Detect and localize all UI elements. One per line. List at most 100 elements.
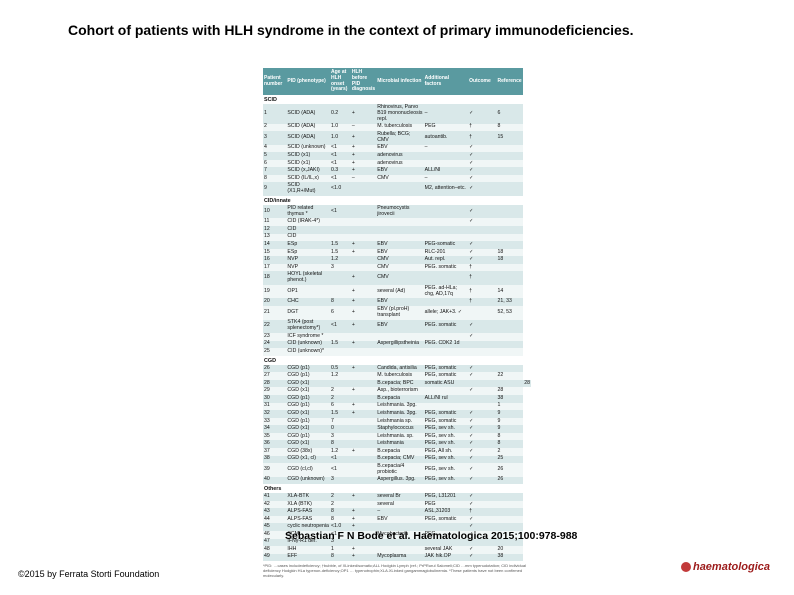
cell: – xyxy=(351,175,376,183)
cell: 0 xyxy=(330,425,351,433)
cell: 28 xyxy=(496,387,523,395)
cell: 8 xyxy=(496,124,523,132)
cell xyxy=(330,271,351,285)
cell: + xyxy=(351,131,376,145)
cohort-table-container: Patient numberPID (phenotype)Age at HLH … xyxy=(263,68,531,579)
cell: 8 xyxy=(330,508,351,516)
col-header: Outcome xyxy=(468,68,496,95)
cell: 1 xyxy=(263,104,286,124)
cell xyxy=(351,372,376,380)
cell: CGD (x1) xyxy=(286,425,330,433)
cell: 1 xyxy=(496,403,523,411)
cell xyxy=(351,418,376,426)
cell xyxy=(468,306,496,320)
table-row: 19OP1+several (Ad)PEG. ad-HLa; chg, AD,1… xyxy=(263,285,531,299)
cell: Leishmania. 3pg. xyxy=(376,410,423,418)
cell: PEG, sev sh. xyxy=(424,440,468,448)
cell: 40 xyxy=(263,477,286,485)
cell xyxy=(496,160,523,168)
table-row: 39CGD (cl,cl)<1B.cepacia/4 probioticPEG,… xyxy=(263,463,531,477)
cell: ALPS-FAS xyxy=(286,508,330,516)
cell xyxy=(496,182,523,196)
table-row: 43ALPS-FAS8+–ASL,31203† xyxy=(263,508,531,516)
cell: 36 xyxy=(263,440,286,448)
logo-text: haematologica xyxy=(693,561,770,573)
cell: + xyxy=(351,365,376,373)
cell: PEG, sev sh. xyxy=(424,477,468,485)
cell xyxy=(351,348,376,356)
cell: PEG, L31201 xyxy=(424,493,468,501)
table-row: 22STK4 (post splenectomy*)<1+EBVPEG. som… xyxy=(263,320,531,334)
cell: somatic ASU xyxy=(424,380,468,388)
table-row: 9SCID (X1,R+/Mut)<1.0M2, attention–etc.✓ xyxy=(263,182,531,196)
cell: ✓ xyxy=(468,501,496,509)
cell: CGD (p1) xyxy=(286,372,330,380)
cell: 14 xyxy=(263,241,286,249)
cell: + xyxy=(351,448,376,456)
cell: ESp xyxy=(286,241,330,249)
cell: Rhinovirus, Parvo B19 mononucleosis repl… xyxy=(376,104,423,124)
cell: 7 xyxy=(263,167,286,175)
cell: ✓ xyxy=(468,182,496,196)
cell: EBV xyxy=(376,516,423,524)
cell xyxy=(496,333,523,341)
cell: † xyxy=(468,124,496,132)
cell: M2, attention–etc. xyxy=(424,182,468,196)
cell: PEG. ad-HLa; chg, AD,17q xyxy=(424,285,468,299)
col-header: Age at HLH onset (years) xyxy=(330,68,351,95)
table-header: Patient numberPID (phenotype)Age at HLH … xyxy=(263,68,531,95)
cell: + xyxy=(351,271,376,285)
cell: EBV (pl.proH) transplant xyxy=(376,306,423,320)
cell: + xyxy=(351,320,376,334)
table-row: CID/innate xyxy=(263,196,531,205)
cell: 27 xyxy=(263,372,286,380)
cell: CID (IRAK-4*) xyxy=(286,218,330,226)
cell xyxy=(496,320,523,334)
cell: <1 xyxy=(330,456,351,464)
cell: B.cepacia/4 probiotic xyxy=(376,463,423,477)
cell: <1 xyxy=(330,320,351,334)
cell: 20 xyxy=(263,298,286,306)
cell: SCID (ADA) xyxy=(286,104,330,124)
cell: NVP xyxy=(286,256,330,264)
cell: PEG. somatic xyxy=(424,264,468,272)
cell: PEG, sev sh. xyxy=(424,425,468,433)
cell xyxy=(468,395,496,403)
cell: 49 xyxy=(263,554,286,562)
cell: 11 xyxy=(263,218,286,226)
cell: 1.0 xyxy=(330,131,351,145)
table-row: CGD xyxy=(263,356,531,365)
cell: 17 xyxy=(263,264,286,272)
cell xyxy=(351,218,376,226)
cell: Pneumocystis jirovecii xyxy=(376,205,423,219)
cell: EBV xyxy=(376,167,423,175)
cell: + xyxy=(351,241,376,249)
cell: allele; JAK+3. ✓ xyxy=(424,306,468,320)
cell xyxy=(424,298,468,306)
table-row: Others xyxy=(263,484,531,493)
cell: PEG xyxy=(424,124,468,132)
cell: 9 xyxy=(496,425,523,433)
cell: Mycoplasma xyxy=(376,554,423,562)
cell xyxy=(351,456,376,464)
cell: 6 xyxy=(496,104,523,124)
cell xyxy=(351,463,376,477)
cell: 2 xyxy=(263,124,286,132)
table-row: 20CHC8+EBV†21, 33 xyxy=(263,298,531,306)
cell: CID (unknown)* xyxy=(286,348,330,356)
table-row: 27CGD (p1)1.2M. tuberculosisPEG, somatic… xyxy=(263,372,531,380)
cell: DGT xyxy=(286,306,330,320)
cell xyxy=(496,152,523,160)
cell xyxy=(351,182,376,196)
cell xyxy=(496,501,523,509)
cell xyxy=(424,271,468,285)
cell xyxy=(496,205,523,219)
cell: CMV xyxy=(376,256,423,264)
table-row: 3SCID (ADA)1.0+Rubella; BCG; CMVautoanti… xyxy=(263,131,531,145)
cell: 18 xyxy=(263,271,286,285)
cell: EFF xyxy=(286,554,330,562)
col-header: Reference xyxy=(496,68,523,95)
cell xyxy=(424,387,468,395)
table-row: 15ESp1.5+EBVRLC-201✓18 xyxy=(263,249,531,257)
cell: 22 xyxy=(263,320,286,334)
